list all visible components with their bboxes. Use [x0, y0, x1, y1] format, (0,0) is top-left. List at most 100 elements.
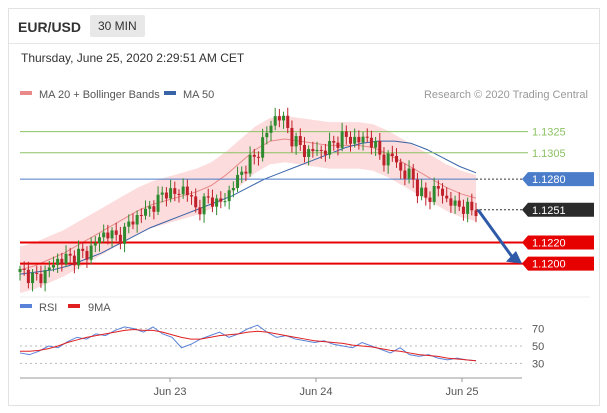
- candle-body: [47, 267, 51, 271]
- candle-body: [319, 149, 323, 151]
- candle-body: [344, 131, 348, 137]
- candle-body: [131, 221, 135, 225]
- candle-body: [449, 198, 453, 206]
- candle-body: [311, 149, 315, 152]
- candle-body: [72, 255, 76, 266]
- candle-body: [466, 201, 470, 214]
- level-label: 1.1280: [532, 174, 566, 186]
- candle-body: [399, 162, 403, 171]
- level-label: 1.1220: [532, 238, 566, 250]
- candle-body: [215, 198, 219, 207]
- candle-body: [474, 210, 478, 217]
- candle-body: [286, 115, 290, 128]
- x-axis-tick-label: Jun 23: [153, 386, 186, 398]
- candle-body: [39, 273, 43, 284]
- candle-body: [64, 253, 68, 264]
- candle-body: [164, 192, 168, 199]
- candle-body: [361, 136, 365, 143]
- candle-body: [152, 206, 156, 212]
- candle-body: [81, 248, 85, 251]
- candle-body: [298, 136, 302, 145]
- legend-swatch-rsi: [20, 304, 32, 308]
- candle-body: [144, 208, 148, 216]
- candle-body: [461, 206, 465, 214]
- rsi-tick-label: 50: [532, 341, 544, 353]
- candle-body: [139, 215, 143, 217]
- bollinger-band: [20, 115, 476, 294]
- candle-body: [428, 197, 432, 202]
- candle-body: [56, 258, 60, 266]
- candle-body: [22, 268, 26, 270]
- candle-body: [470, 201, 474, 211]
- level-label: 1.1251: [532, 205, 566, 217]
- forecast-arrow-head: [506, 250, 522, 264]
- candle-body: [357, 136, 361, 143]
- legend-swatch-9ma: [68, 304, 80, 308]
- x-axis-tick-label: Jun 24: [299, 386, 332, 398]
- rsi-tick-label: 70: [532, 324, 544, 336]
- timeframe-button[interactable]: 30 MIN: [90, 15, 145, 37]
- candle-body: [160, 192, 164, 195]
- candle-body: [315, 149, 319, 152]
- candle-body: [85, 250, 89, 260]
- candle-body: [256, 156, 260, 158]
- candle-body: [206, 196, 210, 198]
- candle-body: [227, 190, 231, 202]
- legend-swatch-ma20: [20, 91, 32, 95]
- candle-body: [148, 206, 152, 209]
- candle-body: [265, 132, 269, 138]
- candle-body: [453, 200, 457, 206]
- legend-label-ma20: MA 20 + Bollinger Bands: [39, 89, 160, 101]
- candle-body: [294, 136, 298, 147]
- candle-body: [277, 116, 281, 121]
- candle-body: [348, 136, 352, 144]
- candle-body: [93, 243, 97, 246]
- candle-body: [411, 168, 415, 180]
- candle-body: [219, 198, 223, 202]
- candle-body: [436, 185, 440, 189]
- candle-body: [51, 265, 55, 268]
- candle-body: [185, 186, 189, 196]
- candle-body: [244, 171, 248, 174]
- credit-label: Research © 2020 Trading Central: [424, 89, 588, 101]
- forecast-arrow-line: [476, 208, 516, 261]
- x-axis-tick-label: Jun 25: [445, 386, 478, 398]
- level-label: 1.1325: [532, 127, 566, 139]
- chart-header: EUR/USD 30 MIN: [9, 9, 599, 44]
- candle-body: [202, 196, 206, 215]
- candle-body: [177, 193, 181, 195]
- candle-body: [194, 196, 198, 208]
- candle-body: [340, 131, 344, 148]
- legend-label-9ma: 9MA: [88, 302, 111, 314]
- candle-body: [190, 195, 194, 197]
- level-tag: [522, 172, 594, 187]
- candle-body: [110, 230, 114, 239]
- candle-body: [407, 168, 411, 179]
- rsi-line: [19, 324, 477, 362]
- ma50-line: [19, 140, 477, 275]
- candle-body: [60, 258, 64, 264]
- candle-body: [424, 187, 428, 198]
- candle-body: [332, 141, 336, 143]
- candle-body: [307, 149, 311, 157]
- candle-body: [445, 195, 449, 199]
- legend-swatch-ma50: [164, 91, 176, 95]
- candle-body: [415, 179, 419, 197]
- candle-body: [323, 150, 327, 155]
- candle-body: [365, 136, 369, 138]
- candle-body: [403, 170, 407, 179]
- candle-body: [457, 200, 461, 207]
- candle-body: [77, 248, 81, 266]
- candle-body: [261, 137, 265, 158]
- candle-body: [123, 226, 127, 244]
- candle-body: [302, 144, 306, 157]
- rsi-ma-line: [20, 329, 477, 362]
- candle-body: [68, 253, 72, 256]
- candle-body: [169, 188, 173, 199]
- candle-body: [420, 187, 424, 197]
- candle-body: [97, 237, 101, 244]
- level-label: 1.1305: [532, 148, 566, 160]
- candle-body: [432, 185, 436, 202]
- candle-body: [282, 115, 286, 121]
